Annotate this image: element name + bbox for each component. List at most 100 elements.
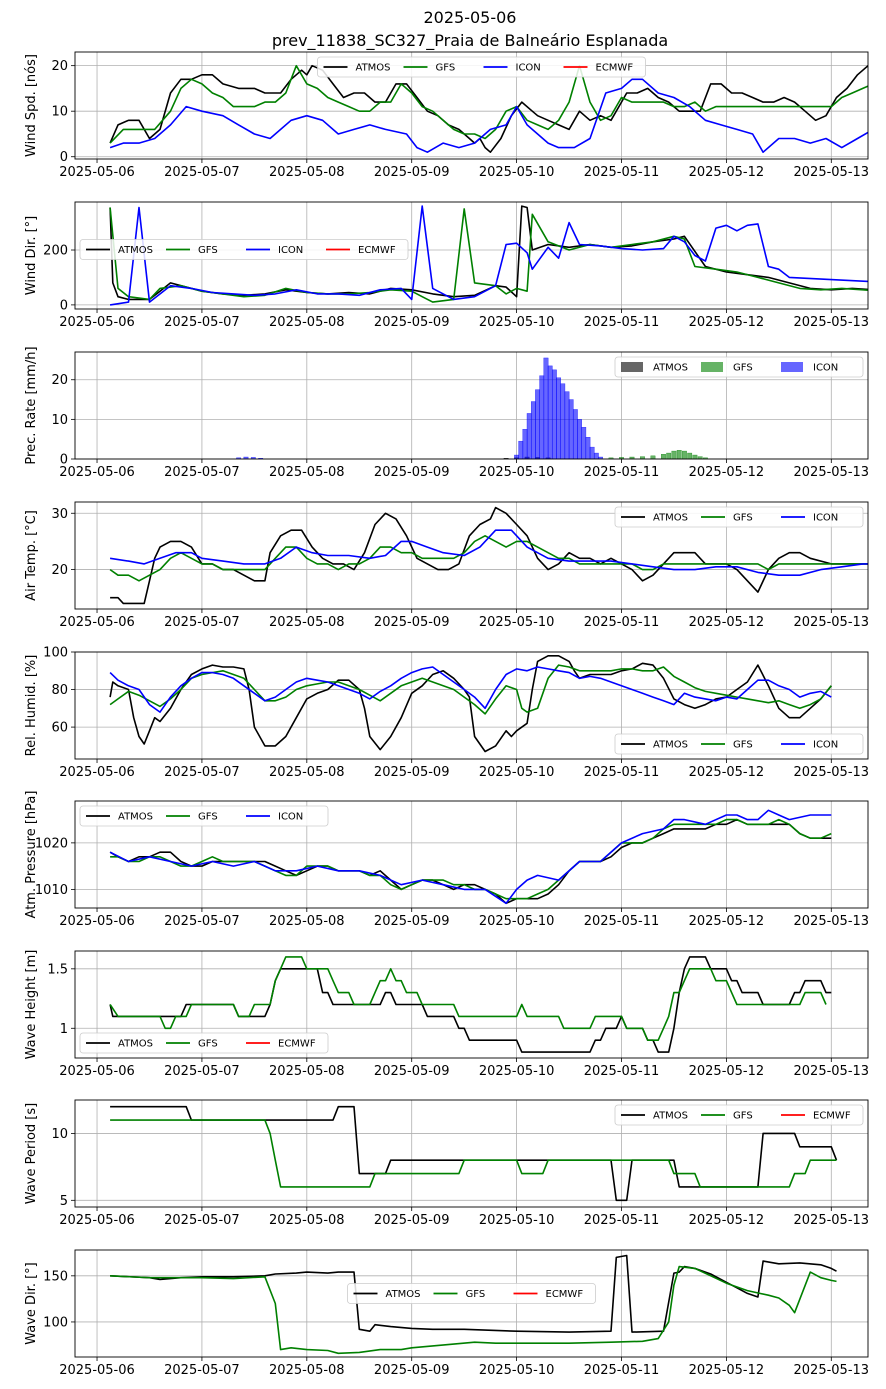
x-tick-label: 2025-05-06	[59, 615, 135, 630]
legend-label-icon: ICON	[813, 363, 838, 374]
legend-label-gfs: GFS	[198, 1039, 218, 1050]
y-tick-label: 100	[43, 1315, 68, 1330]
y-tick-label: 5	[60, 1194, 68, 1209]
legend-label-atmos: ATMOS	[118, 1039, 153, 1050]
axes-frame	[74, 1099, 869, 1208]
bar-icon	[556, 377, 561, 459]
x-tick-label: 2025-05-13	[794, 315, 870, 330]
x-tick-label: 2025-05-07	[164, 1213, 240, 1228]
x-tick-label: 2025-05-12	[689, 1213, 765, 1228]
x-tick-label: 2025-05-11	[584, 165, 660, 180]
x-tick-label: 2025-05-10	[479, 315, 555, 330]
legend-label-atmos: ATMOS	[653, 740, 688, 751]
legend: ATMOS GFS ECMWF	[614, 1104, 864, 1126]
plot-area	[109, 956, 832, 1053]
legend-label-gfs: GFS	[733, 513, 753, 524]
legend-label-gfs: GFS	[733, 740, 753, 751]
x-tick-label: 2025-05-11	[584, 765, 660, 780]
legend-label-ecmwf: ECMWF	[596, 63, 634, 74]
series-line-atmos	[109, 818, 832, 905]
panels: 2025-05-06 2025-05-07 2025-05-08 2025-05-09…	[24, 51, 870, 1378]
y-axis-label: Wind Dir. [°]	[24, 216, 39, 296]
series-line-icon	[109, 666, 832, 713]
legend-swatch-icon	[781, 362, 803, 372]
series-line-gfs	[109, 956, 827, 1041]
panel-3: 2025-05-06 2025-05-07 2025-05-08 2025-05-09…	[24, 346, 869, 480]
legend-label-icon: ICON	[516, 63, 541, 74]
x-tick-label: 2025-05-13	[794, 765, 870, 780]
y-tick-label: 1.5	[47, 962, 68, 977]
x-tick-label: 2025-05-06	[59, 1363, 135, 1378]
y-axis-label: Wind Spd. [nós]	[24, 54, 39, 157]
y-tick-label: 1010	[35, 883, 68, 898]
legend-swatch-gfs	[701, 362, 723, 372]
series-line-atmos	[109, 64, 868, 153]
bar-icon	[518, 440, 524, 459]
x-tick-label: 2025-05-09	[374, 315, 450, 330]
legend: ATMOS GFS ECMWF	[347, 1283, 596, 1304]
x-tick-label: 2025-05-06	[59, 914, 135, 929]
axes-frame	[74, 651, 869, 760]
y-axis-label: Prec. Rate [mm/h]	[24, 346, 39, 464]
legend-label-atmos: ATMOS	[118, 812, 153, 823]
bar-icon	[589, 446, 595, 459]
legend-box	[79, 1032, 329, 1054]
plot-area	[109, 205, 868, 306]
axes-frame	[74, 1249, 869, 1358]
series-line-gfs	[110, 1119, 837, 1188]
bar-icon	[530, 401, 536, 459]
x-tick-label: 2025-05-11	[584, 1213, 660, 1228]
axes-frame	[74, 800, 869, 909]
bar-icon	[250, 457, 256, 459]
bar-gfs	[682, 450, 687, 459]
x-tick-label: 2025-05-06	[59, 465, 135, 480]
figure-title: 2025-05-06	[424, 8, 517, 27]
bar-icon	[581, 427, 587, 459]
legend-label-ecmwf: ECMWF	[546, 1289, 584, 1300]
bar-icon	[593, 452, 599, 459]
plot-area	[110, 1105, 838, 1202]
x-tick-label: 2025-05-09	[374, 1064, 450, 1079]
x-tick-label: 2025-05-13	[794, 1363, 870, 1378]
legend-label-gfs: GFS	[733, 363, 753, 374]
panel-1: 2025-05-06 2025-05-07 2025-05-08 2025-05-09…	[24, 51, 869, 180]
legend-box	[614, 506, 864, 528]
bar-icon	[560, 383, 566, 459]
x-tick-label: 2025-05-10	[479, 165, 555, 180]
legend-label-ecmwf: ECMWF	[358, 245, 396, 256]
series-line-icon	[109, 529, 868, 576]
bar-icon	[577, 419, 582, 459]
bar-gfs	[661, 454, 666, 459]
panel-8: 2025-05-06 2025-05-07 2025-05-08 2025-05-09…	[24, 1099, 869, 1228]
bar-icon	[564, 391, 570, 459]
x-tick-label: 2025-05-12	[689, 765, 765, 780]
x-tick-label: 2025-05-08	[269, 1213, 345, 1228]
legend-label-gfs: GFS	[198, 812, 218, 823]
legend-label-atmos: ATMOS	[118, 245, 153, 256]
plot-area	[109, 655, 832, 753]
plot-area	[109, 64, 868, 153]
x-tick-label: 2025-05-09	[374, 1363, 450, 1378]
x-tick-label: 2025-05-06	[59, 165, 135, 180]
y-tick-label: 150	[43, 1269, 68, 1284]
panel-5: 2025-05-06 2025-05-07 2025-05-08 2025-05-09…	[24, 646, 869, 781]
y-tick-label: 1020	[35, 836, 68, 851]
legend-label-icon: ICON	[813, 740, 838, 751]
y-tick-label: 0	[60, 150, 68, 165]
bar-gfs	[687, 452, 693, 459]
series-line-gfs	[110, 818, 832, 900]
bar-icon	[568, 399, 574, 459]
y-tick-label: 20	[51, 563, 68, 578]
panel-2: 2025-05-06 2025-05-07 2025-05-08 2025-05-09…	[24, 201, 870, 330]
panel-7: 2025-05-06 2025-05-07 2025-05-08 2025-05-09…	[24, 950, 869, 1079]
x-tick-label: 2025-05-12	[689, 1064, 765, 1079]
x-tick-label: 2025-05-08	[269, 1064, 345, 1079]
x-tick-label: 2025-05-07	[164, 315, 240, 330]
y-tick-label: 60	[51, 721, 68, 736]
y-axis-label: Rel. Humid. [%]	[24, 655, 39, 757]
x-tick-label: 2025-05-08	[269, 615, 345, 630]
x-tick-label: 2025-05-08	[269, 165, 345, 180]
x-tick-label: 2025-05-09	[374, 615, 450, 630]
axes-frame	[74, 950, 869, 1059]
